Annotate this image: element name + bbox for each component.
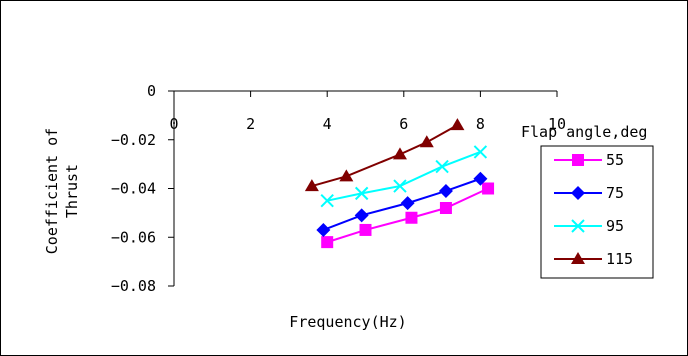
data-point-55 <box>439 202 452 214</box>
data-point-55 <box>321 236 334 249</box>
data-point-75 <box>400 196 415 211</box>
legend-marker-icon <box>571 252 585 264</box>
data-point-95 <box>320 193 334 208</box>
legend: 55 75 95 115 <box>540 145 654 279</box>
data-point-95 <box>354 186 369 201</box>
legend-label: 115 <box>606 250 633 268</box>
legend-label: 75 <box>606 184 624 202</box>
series-55 <box>321 182 495 249</box>
y-axis-title-line-1: Coefficient of <box>43 128 61 254</box>
data-point-55 <box>482 182 495 195</box>
legend-item-75: 75 <box>554 184 624 202</box>
legend-item-55: 55 <box>554 151 624 169</box>
legend-marker-icon <box>572 154 584 166</box>
series-95 <box>320 145 488 208</box>
x-tick-label: 8 <box>476 115 485 133</box>
x-tick-label: 2 <box>246 115 255 133</box>
y-axis-title-line-2: Thrust <box>63 164 81 218</box>
legend-item-95: 95 <box>554 217 624 235</box>
legend-marker-icon <box>571 186 585 200</box>
data-point-115 <box>419 135 434 148</box>
y-tick-label: −0.04 <box>111 180 156 198</box>
data-point-95 <box>473 145 488 159</box>
legend-title: Flap angle,deg <box>521 123 647 141</box>
x-tick-label: 0 <box>169 115 178 133</box>
series-115 <box>304 118 465 192</box>
data-point-95 <box>393 179 407 193</box>
legend-label: 95 <box>606 217 624 235</box>
data-point-55 <box>359 223 372 236</box>
data-point-75 <box>473 171 488 186</box>
y-tick-label: 0 <box>147 82 156 100</box>
axes: 0 −0.02 −0.04 −0.06 −0.08 0 2 4 6 8 10 <box>111 82 566 295</box>
data-point-75 <box>354 208 369 223</box>
data-point-55 <box>405 211 418 224</box>
x-axis-title: Frequency(Hz) <box>289 313 406 331</box>
x-tick-label: 6 <box>399 115 408 133</box>
y-tick-label: −0.08 <box>111 277 156 295</box>
legend-label: 55 <box>606 151 624 169</box>
data-point-95 <box>435 159 449 174</box>
data-point-115 <box>392 147 407 160</box>
data-point-115 <box>339 169 354 182</box>
plot-series <box>304 118 495 249</box>
y-axis-title: Coefficient of Thrust <box>43 128 81 254</box>
y-tick-label: −0.06 <box>111 228 156 246</box>
legend-box <box>540 145 654 279</box>
legend-marker-icon <box>571 219 585 233</box>
data-point-75 <box>438 183 453 198</box>
legend-item-115: 115 <box>554 250 633 268</box>
y-tick-label: −0.02 <box>111 131 156 149</box>
x-tick-label: 4 <box>323 115 332 133</box>
data-point-115 <box>450 118 465 131</box>
data-point-75 <box>316 222 331 237</box>
x-tick-label: 10 <box>548 115 566 133</box>
series-75 <box>316 171 488 237</box>
data-point-115 <box>304 179 319 192</box>
